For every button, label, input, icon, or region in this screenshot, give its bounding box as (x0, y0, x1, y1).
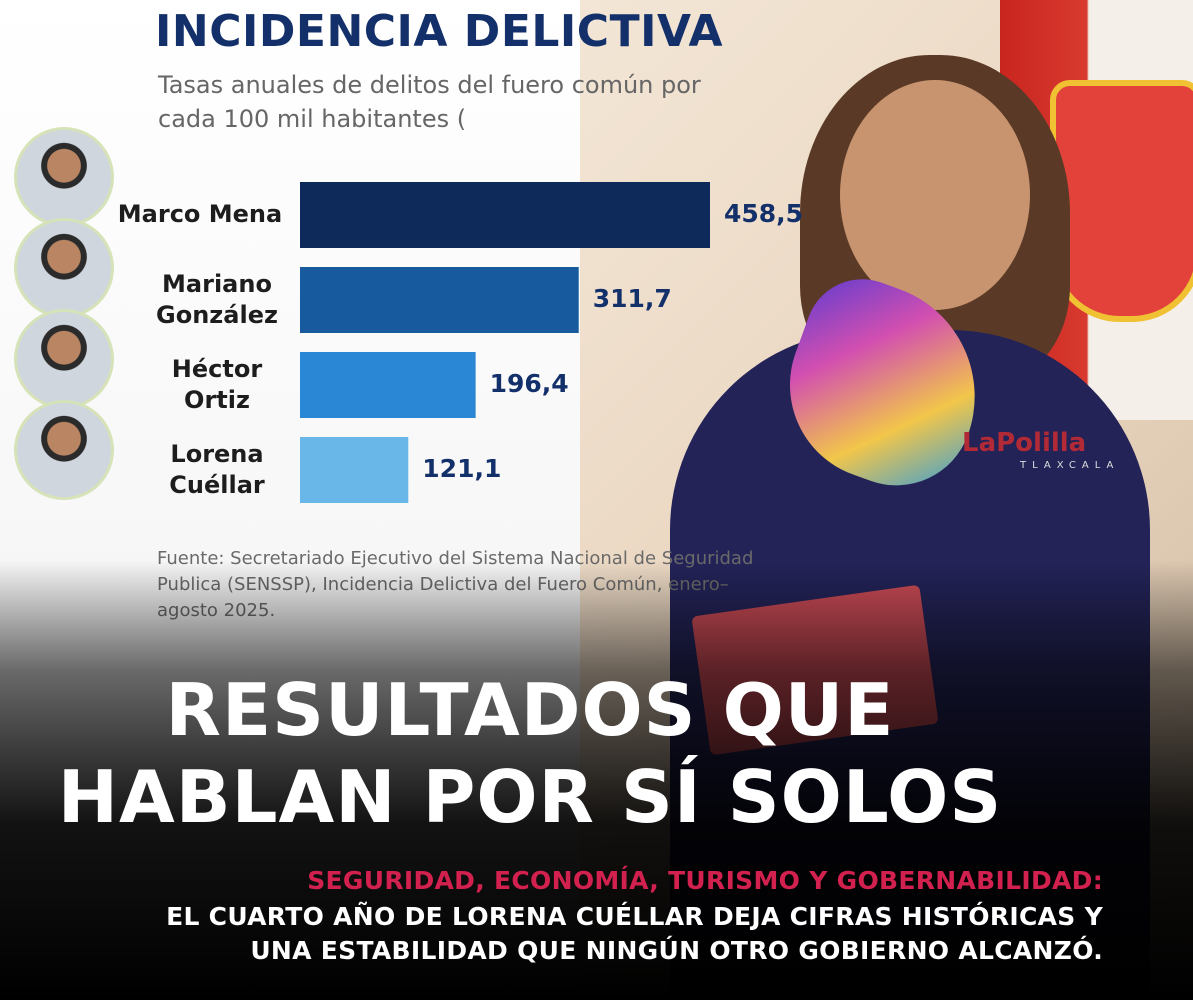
photo-face (840, 80, 1030, 310)
chart-title: INCIDENCIA DELICTIVA (155, 6, 724, 57)
category-label: Lorena Cuéllar (169, 440, 265, 499)
avatar (14, 309, 114, 409)
chart (300, 182, 710, 503)
watermark-place: TLAXCALA (1020, 460, 1120, 471)
value-label: 196,4 (489, 369, 569, 398)
category-label: Marco Mena (117, 200, 283, 228)
avatar (14, 218, 114, 318)
bar (300, 182, 710, 248)
watermark: LaPolilla (962, 428, 1087, 458)
avatar (14, 400, 114, 500)
value-label: 458,5 (724, 199, 804, 228)
dark-overlay (0, 560, 1193, 1000)
category-label: Héctor Ortiz (171, 355, 263, 414)
headline: HABLAN POR SÍ SOLOS (57, 755, 1003, 839)
category-label: Mariano González (156, 270, 278, 329)
chart-subtitle: Tasas anuales de delitos del fuero común… (158, 71, 701, 133)
avatar (14, 127, 114, 227)
value-label: 311,7 (592, 284, 672, 313)
bar (300, 352, 476, 418)
tagline: EL CUARTO AÑO DE LORENA CUÉLLAR DEJA CIF… (166, 902, 1103, 931)
tagline: UNA ESTABILIDAD QUE NINGÚN OTRO GOBIERNO… (250, 936, 1103, 965)
bar (300, 267, 579, 333)
tagline-highlight: SEGURIDAD, ECONOMÍA, TURISMO Y GOBERNABI… (307, 866, 1103, 895)
value-label: 121,1 (422, 454, 502, 483)
headline: RESULTADOS QUE (165, 668, 895, 752)
bar (300, 437, 409, 503)
coat-of-arms (1050, 80, 1193, 322)
